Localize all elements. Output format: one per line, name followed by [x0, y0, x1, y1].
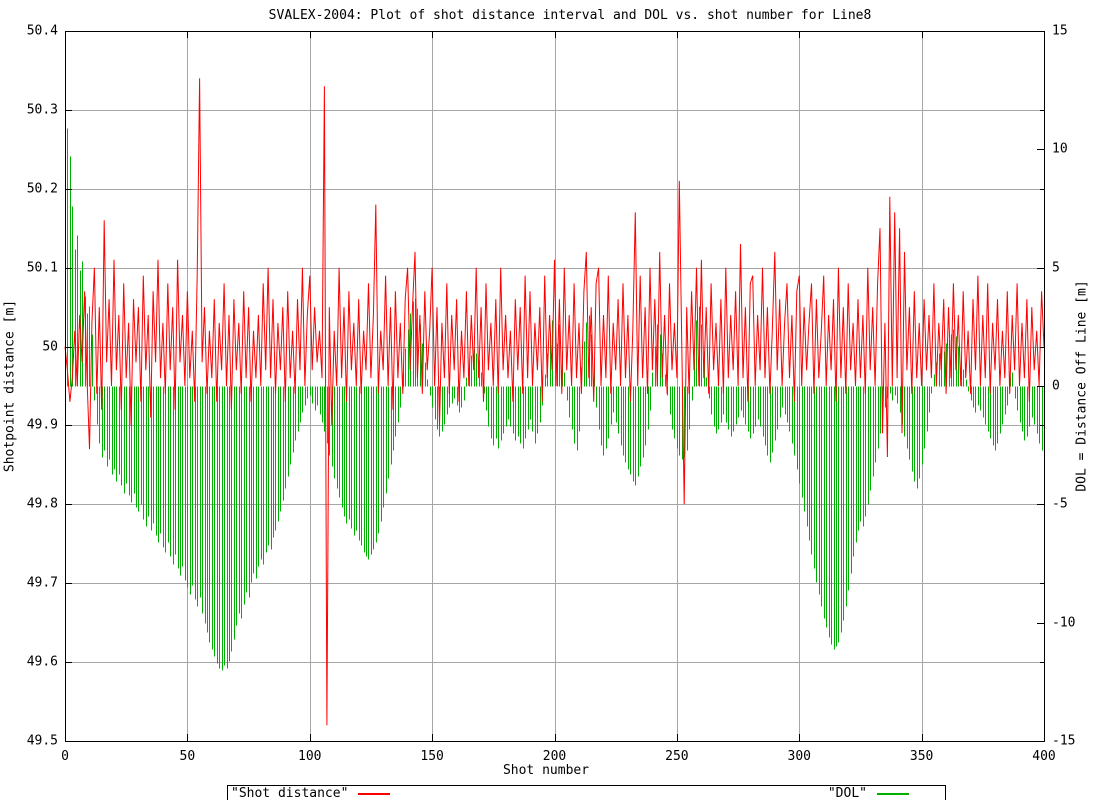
y1-tick-label: 50	[42, 339, 58, 355]
legend-entry-dol: "DOL"	[828, 787, 909, 800]
y1-tick-label: 49.7	[26, 575, 58, 591]
y1-tick-label: 49.9	[26, 417, 58, 433]
x-axis-title: Shot number	[502, 763, 590, 778]
y2-tick-label: -5	[1052, 496, 1068, 512]
y1-tick-label: 50.1	[26, 260, 58, 276]
legend-label-shot-distance: "Shot distance"	[231, 786, 349, 800]
y2-tick-label: 5	[1052, 260, 1060, 276]
x-tick-label: 50	[179, 749, 196, 764]
y1-tick-label: 49.5	[26, 733, 58, 749]
shot-distance-line-sample	[358, 792, 391, 795]
x-tick-label: 100	[298, 749, 322, 764]
y1-tick-label: 49.6	[26, 654, 58, 670]
y2-tick-label: 10	[1052, 141, 1068, 157]
y1-tick-label: 49.8	[26, 496, 58, 512]
y1-tick-label: 50.2	[26, 181, 58, 197]
x-tick-label: 200	[542, 749, 567, 764]
y2-tick-label: -10	[1052, 615, 1076, 631]
y2-tick-label: -15	[1052, 733, 1076, 749]
x-tick-label: 250	[665, 749, 689, 764]
legend: "Shot distance" "DOL"	[227, 785, 946, 800]
y1-tick-label: 50.3	[26, 102, 58, 118]
x-tick-label: 0	[61, 749, 69, 764]
x-tick-label: 400	[1032, 749, 1056, 764]
dol-line-sample	[877, 792, 909, 795]
legend-entry-shot-distance: "Shot distance"	[231, 786, 391, 800]
legend-label-dol: "DOL"	[827, 786, 867, 800]
chart-title: SVALEX-2004: Plot of shot distance inter…	[268, 8, 872, 23]
x-tick-label: 350	[909, 749, 934, 764]
x-tick-label: 300	[787, 749, 811, 764]
x-tick-label: 150	[420, 749, 444, 764]
y2-tick-label: 0	[1052, 378, 1060, 394]
y1-tick-label: 50.4	[26, 23, 58, 39]
y2-tick-label: 15	[1052, 23, 1068, 39]
